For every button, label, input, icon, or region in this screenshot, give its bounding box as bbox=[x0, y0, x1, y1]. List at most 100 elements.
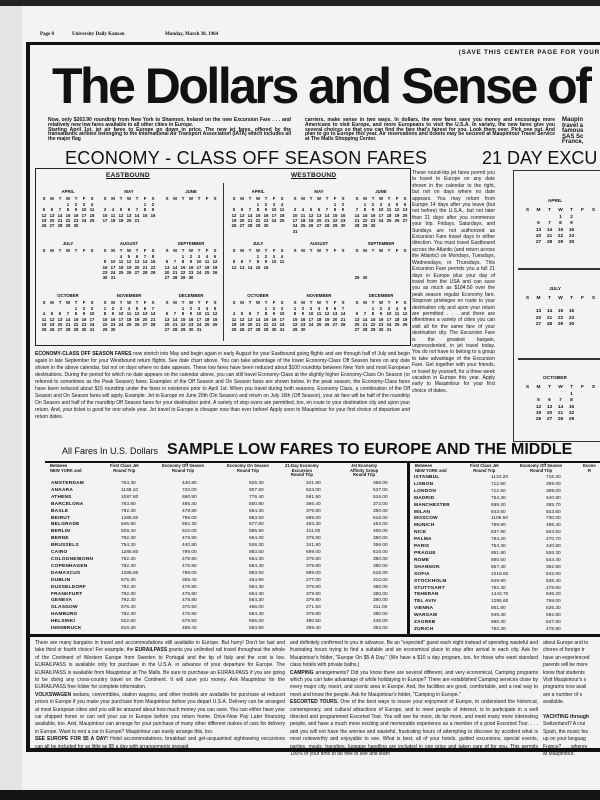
eastbound-label: EASTBOUND bbox=[106, 172, 150, 179]
calendar-day: 23 bbox=[188, 270, 194, 276]
calendar-day: 5 bbox=[42, 207, 46, 213]
weekday: T bbox=[135, 300, 139, 306]
month-name: NOVEMBER bbox=[116, 293, 142, 298]
weekday: M bbox=[240, 300, 244, 306]
calendar-month: JUNE S M T W T F S bbox=[163, 189, 219, 202]
calendar-day: 2 bbox=[151, 201, 155, 207]
weekday: T bbox=[387, 248, 391, 254]
calendar-week: 29 30 bbox=[353, 275, 409, 280]
fare-value: 379.80 bbox=[306, 612, 321, 618]
calendar-day: 13 bbox=[142, 311, 148, 317]
calendar-week: 22 23 24 25 26 27 28 bbox=[101, 322, 157, 327]
calendar-day: 15 bbox=[142, 212, 148, 218]
calendar-day: 10 bbox=[81, 207, 87, 213]
calendar-day: 12 bbox=[394, 207, 400, 213]
calendar-week: 30 31 bbox=[101, 275, 157, 280]
calendar-day: 4 bbox=[280, 201, 284, 207]
calendar-day: 25 bbox=[300, 223, 306, 229]
calendar-day: 17 bbox=[102, 218, 108, 224]
fare-value: 792.30 bbox=[121, 612, 136, 618]
rule bbox=[30, 634, 600, 637]
city-name: MANCHESTER bbox=[414, 502, 450, 508]
calendar-day: 1 bbox=[256, 201, 260, 207]
month-name: JULY bbox=[549, 287, 561, 292]
calendar-day: 15 bbox=[255, 212, 261, 218]
weekday: T bbox=[248, 248, 252, 254]
calendar-day: 8 bbox=[151, 253, 155, 259]
month-name: JULY bbox=[252, 241, 264, 246]
fare-value: 445.00 bbox=[373, 619, 388, 625]
calendar-day: 2 bbox=[301, 305, 305, 311]
calendar-day: 23 bbox=[568, 234, 575, 240]
calendar-day: 28 bbox=[340, 322, 346, 328]
fare-value: 277.00 bbox=[306, 577, 321, 583]
fare-value: 564.30 bbox=[249, 556, 264, 562]
weekday: S bbox=[90, 248, 94, 254]
fare-value: 486.40 bbox=[546, 523, 561, 529]
column-header: Between NEW YORK and bbox=[50, 463, 82, 473]
fare-value: 776.40 bbox=[249, 494, 264, 500]
calendar-day: 14 bbox=[65, 316, 71, 322]
weekday: T bbox=[58, 196, 62, 202]
calendar-day: 28 bbox=[354, 223, 360, 229]
calendar-week: 12 13 14 15 16 17 18 bbox=[40, 213, 96, 218]
calendar-week: 13 14 15 16 bbox=[522, 309, 600, 315]
fare-value: 792.30 bbox=[121, 563, 136, 569]
text-line: parents will be more bbox=[543, 662, 588, 669]
calendar-day: 20 bbox=[164, 270, 170, 276]
fare-value: 510.00 bbox=[182, 529, 197, 535]
calendar-day: 24 bbox=[110, 270, 116, 276]
calendar-day: 9 bbox=[74, 207, 78, 213]
weekday: W bbox=[255, 300, 261, 306]
calendar-day: 12 bbox=[41, 212, 47, 218]
calendar-day: 18 bbox=[316, 316, 322, 322]
calendar-day: 23 bbox=[378, 322, 384, 328]
weekday: F bbox=[82, 196, 86, 202]
calendar-day: 14 bbox=[340, 311, 346, 317]
calendar-day: 29 bbox=[362, 223, 368, 229]
bottom-col-3: about Europe and to chores of foreign tr h… bbox=[543, 640, 600, 759]
calendar-day: 21 bbox=[255, 322, 261, 328]
text: arrangements? Did you know there are sev… bbox=[290, 669, 538, 698]
calendar-day: 19 bbox=[308, 218, 314, 224]
calendar-week: 28 29 30 bbox=[353, 223, 409, 228]
calendar-day: 1 bbox=[181, 253, 185, 259]
calendar-day: 10 bbox=[102, 212, 108, 218]
calendar-day: 7 bbox=[548, 221, 551, 227]
month-name: AUGUST bbox=[119, 241, 139, 246]
calendar-day: 9 bbox=[189, 311, 193, 317]
rule bbox=[45, 461, 600, 463]
calendar-month: SEPTEMBER S M T W T F S 1 2 3 4 5 6 7 8 9 10 11 12 13 14 15 16 1… bbox=[163, 241, 219, 281]
text: grants you unlimited rail travel through… bbox=[35, 647, 285, 691]
calendar-day: 1 bbox=[103, 305, 107, 311]
month-name: DECEMBER bbox=[178, 293, 204, 298]
weekday: T bbox=[387, 300, 391, 306]
weekday: S bbox=[103, 300, 107, 306]
calendar-day: 14 bbox=[362, 316, 368, 322]
calendar-day: 28 bbox=[546, 240, 553, 246]
fare-value: 379.80 bbox=[306, 563, 321, 569]
calendar-day: 13 bbox=[57, 316, 63, 322]
calendar-week: 11 12 13 14 15 16 17 bbox=[230, 317, 286, 322]
calendar-day: 25 bbox=[279, 218, 285, 224]
weekday: F bbox=[333, 300, 337, 306]
divider bbox=[518, 268, 600, 270]
calendar-day: 16 bbox=[340, 212, 346, 218]
fare-value: 456.00 bbox=[249, 605, 264, 611]
calendar-week: 13 14 15 16 17 18 19 bbox=[353, 317, 409, 322]
calendar-day: 22 bbox=[263, 322, 269, 328]
calendar-day: 26 bbox=[41, 223, 47, 229]
fare-value: 341.80 bbox=[306, 481, 321, 486]
calendar-day: 28 bbox=[324, 223, 330, 229]
calendar-day: 22 bbox=[370, 322, 376, 328]
fare-value: 799.90 bbox=[491, 523, 506, 529]
month-name: OCTOBER bbox=[543, 376, 567, 381]
calendar-day: 4 bbox=[119, 253, 123, 259]
fare-value: 385.70 bbox=[546, 502, 561, 508]
calendar-day: 22 bbox=[150, 264, 156, 270]
city-name: SHANNON bbox=[414, 564, 440, 570]
calendar-day: 4 bbox=[42, 311, 46, 317]
